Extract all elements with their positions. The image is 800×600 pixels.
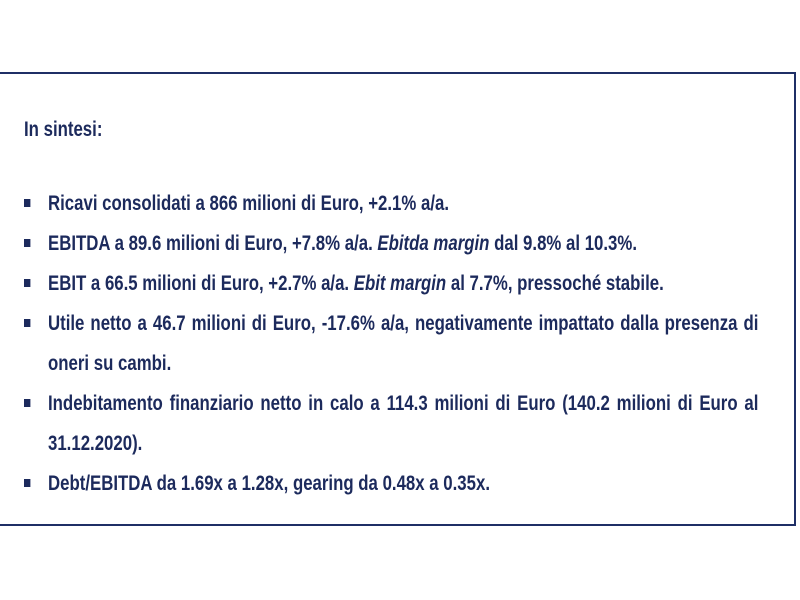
bullet-text: EBIT a 66.5 milioni di Euro, +2.7% a/a. <box>48 272 354 295</box>
bullet-text: EBITDA a 89.6 milioni di Euro, +7.8% a/a… <box>48 232 378 255</box>
bullet-text: Utile netto a 46.7 milioni di Euro, -17.… <box>48 312 759 375</box>
summary-box: In sintesi: Ricavi consolidati a 866 mil… <box>0 72 796 526</box>
bullet: EBIT a 66.5 milioni di Euro, +2.7% a/a. … <box>24 264 758 304</box>
bullet-text: al 7.7%, pressoché stabile. <box>446 272 664 295</box>
bullet-text: Debt/EBITDA da 1.69x a 1.28x, gearing da… <box>48 472 490 495</box>
bullet-text: Indebitamento finanziario netto in calo … <box>48 392 759 455</box>
bullet: Indebitamento finanziario netto in calo … <box>24 384 758 464</box>
bullet-text: dal 9.8% al 10.3%. <box>489 232 637 255</box>
content: In sintesi: Ricavi consolidati a 866 mil… <box>24 110 758 504</box>
bullet-text: Ricavi consolidati a 866 milioni di Euro… <box>48 192 450 215</box>
bullet: Utile netto a 46.7 milioni di Euro, -17.… <box>24 304 758 384</box>
bullet: Ricavi consolidati a 866 milioni di Euro… <box>24 184 758 224</box>
heading: In sintesi: <box>24 118 103 141</box>
italic-text: Ebit margin <box>353 272 447 295</box>
bullet-list: Ricavi consolidati a 866 milioni di Euro… <box>24 184 758 504</box>
bullet: EBITDA a 89.6 milioni di Euro, +7.8% a/a… <box>24 224 758 264</box>
italic-text: Ebitda margin <box>377 232 490 255</box>
bullet: Debt/EBITDA da 1.69x a 1.28x, gearing da… <box>24 464 758 504</box>
